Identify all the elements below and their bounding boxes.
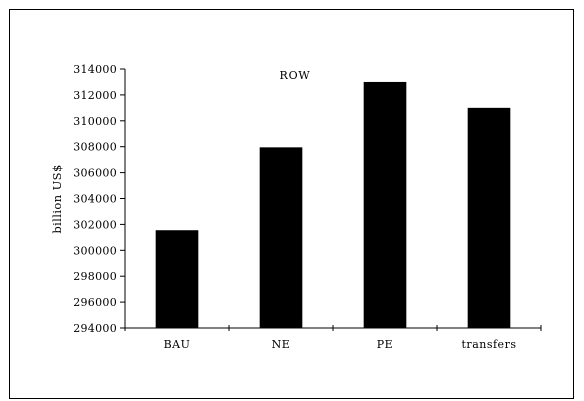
- bar-transfers: [467, 107, 511, 328]
- y-tick-label: 298000: [73, 270, 117, 283]
- y-tick-label: 294000: [73, 322, 117, 335]
- y-axis: 294000 296000 298000 300000 302000 304000 3060…: [73, 63, 126, 335]
- y-tick-label: 296000: [73, 296, 117, 309]
- y-tick-label: 310000: [73, 115, 117, 128]
- y-axis-label: billion US$: [50, 164, 64, 233]
- bar-bau: [155, 230, 199, 328]
- y-tick-label: 314000: [73, 63, 117, 76]
- bars: [155, 81, 511, 328]
- y-tick-label: 300000: [73, 244, 117, 257]
- x-axis: BAU NE PE transfers: [124, 325, 542, 351]
- x-tick-label: transfers: [462, 338, 517, 351]
- x-tick-label: NE: [272, 338, 291, 351]
- bar-pe: [363, 81, 407, 328]
- x-tick-label: PE: [377, 338, 393, 351]
- y-tick-label: 312000: [73, 89, 117, 102]
- x-tick-label: BAU: [164, 338, 191, 351]
- y-tick-label: 304000: [73, 193, 117, 206]
- y-tick-label: 306000: [73, 167, 117, 180]
- y-tick-label: 302000: [73, 218, 117, 231]
- y-tick-label: 308000: [73, 141, 117, 154]
- bar-ne: [259, 147, 303, 328]
- chart-title: ROW: [279, 69, 310, 82]
